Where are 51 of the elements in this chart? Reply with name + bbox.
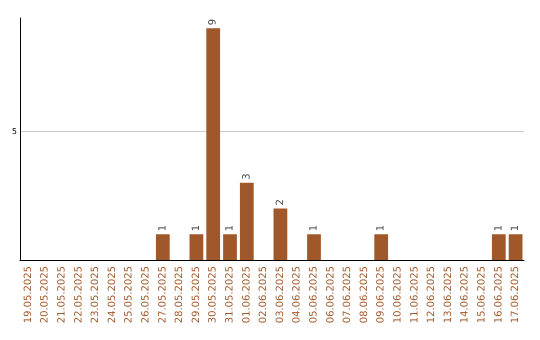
- x-tick-label: 09.06.2025: [376, 266, 387, 324]
- x-tick-label: 14.06.2025: [460, 266, 471, 324]
- data-label: 1: [308, 224, 320, 232]
- x-tick-label: 03.06.2025: [274, 266, 286, 324]
- bar: [190, 234, 204, 260]
- data-label: 1: [510, 224, 522, 232]
- data-label: 1: [190, 224, 202, 232]
- x-tick-label: 20.05.2025: [40, 266, 51, 324]
- bar: [274, 208, 288, 260]
- x-tick-label: 24.05.2025: [106, 266, 118, 324]
- x-tick-label: 23.05.2025: [90, 266, 102, 324]
- x-tick-label: 28.05.2025: [174, 266, 186, 324]
- x-tick-label: 08.06.2025: [358, 266, 370, 324]
- x-tick-label: 01.06.2025: [241, 266, 252, 324]
- x-tick-label: 17.06.2025: [510, 266, 522, 324]
- bar: [307, 234, 321, 260]
- x-tick-label: 05.06.2025: [308, 266, 320, 324]
- x-tick-label: 25.05.2025: [124, 266, 135, 324]
- x-tick-label: 22.05.2025: [73, 266, 84, 324]
- x-tick-label: 02.06.2025: [258, 266, 270, 324]
- x-tick-label: 11.06.2025: [409, 266, 420, 324]
- x-tick-label: 12.06.2025: [426, 266, 438, 324]
- x-tick-label: 13.06.2025: [442, 266, 454, 324]
- bar: [206, 28, 220, 260]
- bar: [223, 234, 237, 260]
- data-label: 1: [493, 224, 504, 232]
- x-tick-label: 06.06.2025: [325, 266, 336, 324]
- x-tick-label: 19.05.2025: [22, 266, 34, 324]
- x-tick-label: 26.05.2025: [140, 266, 152, 324]
- x-tick-label: 29.05.2025: [190, 266, 202, 324]
- x-tick-label: 07.06.2025: [342, 266, 354, 324]
- x-tick-label: 15.06.2025: [476, 266, 488, 324]
- data-label: 1: [376, 224, 387, 232]
- bar: [508, 234, 522, 260]
- data-label: 9: [208, 18, 219, 26]
- data-label: 1: [157, 224, 168, 232]
- data-label: 3: [241, 173, 252, 180]
- data-label: 1: [224, 224, 236, 232]
- bar: [156, 234, 170, 260]
- x-tick-label: 30.05.2025: [208, 266, 219, 324]
- bar: [492, 234, 506, 260]
- x-tick-label: 31.05.2025: [224, 266, 236, 324]
- x-tick-label: 27.05.2025: [157, 266, 168, 324]
- x-tick-label: 16.06.2025: [493, 266, 504, 324]
- x-tick-label: 21.05.2025: [56, 266, 68, 324]
- bar: [240, 182, 254, 260]
- bar: [374, 234, 388, 260]
- y-tick-label: 5: [12, 126, 17, 136]
- data-label: 2: [274, 199, 286, 206]
- x-tick-label: 04.06.2025: [292, 266, 303, 324]
- x-tick-label: 10.06.2025: [392, 266, 404, 324]
